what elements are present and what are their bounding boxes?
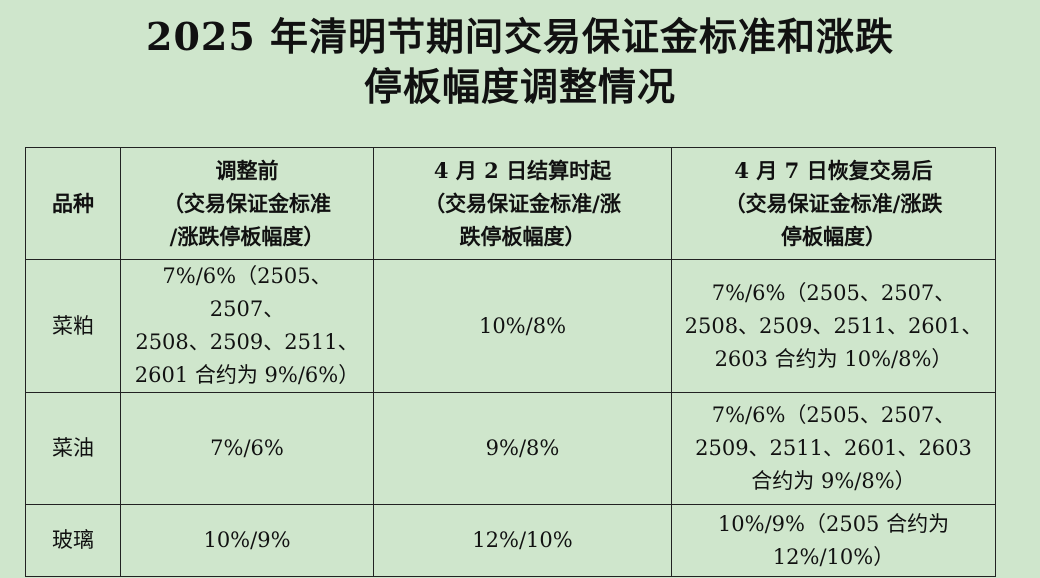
table-row: 菜油 7%/6% 9%/8% 7%/6%（2505、2507、 2509、251… — [25, 392, 996, 505]
header-apr7-label: 4 月 7 日恢复交易后 （交易保证金标准/涨跌 停板幅度） — [724, 158, 943, 249]
cell-apr2: 9%/8% — [373, 392, 672, 505]
before-value: 7%/6%（2505、2507、 2508、2509、2511、 2601 合约… — [134, 264, 360, 387]
apr2-value: 10%/8% — [478, 313, 567, 338]
title-line-1: 2025 年清明节期间交易保证金标准和涨跌 — [146, 14, 894, 59]
header-apr7: 4 月 7 日恢复交易后 （交易保证金标准/涨跌 停板幅度） — [671, 147, 996, 260]
cell-apr7: 7%/6%（2505、2507、 2508、2509、2511、2601、 26… — [671, 259, 996, 393]
header-apr2: 4 月 2 日结算时起 （交易保证金标准/涨 跌停板幅度） — [373, 147, 672, 260]
cell-variety: 玻璃 — [25, 504, 121, 577]
before-value: 10%/9% — [203, 528, 291, 552]
title-line-2: 停板幅度调整情况 — [363, 64, 676, 109]
apr2-value: 9%/8% — [485, 436, 560, 460]
variety-label: 菜粕 — [52, 313, 94, 338]
header-before-label: 调整前 （交易保证金标准 /涨跌停板幅度） — [163, 158, 331, 249]
cell-before: 10%/9% — [120, 504, 374, 577]
table-header-row: 品种 调整前 （交易保证金标准 /涨跌停板幅度） 4 月 2 日结算时起 （交易… — [25, 147, 996, 260]
cell-before: 7%/6% — [120, 392, 374, 505]
apr7-value: 10%/9%（2505 合约为 12%/10%） — [717, 511, 950, 569]
before-value: 7%/6% — [210, 436, 284, 460]
header-apr2-label: 4 月 2 日结算时起 （交易保证金标准/涨 跌停板幅度） — [424, 158, 621, 249]
table-row: 玻璃 10%/9% 12%/10% 10%/9%（2505 合约为 12%/10… — [25, 504, 996, 577]
cell-variety: 菜油 — [25, 392, 121, 505]
cell-apr2: 12%/10% — [373, 504, 672, 577]
apr7-value: 7%/6%（2505、2507、 2508、2509、2511、2601、 26… — [684, 280, 983, 371]
apr7-value: 7%/6%（2505、2507、 2509、2511、2601、2603 合约为… — [695, 403, 972, 493]
header-variety-label: 品种 — [52, 191, 94, 216]
adjustment-table: 品种 调整前 （交易保证金标准 /涨跌停板幅度） 4 月 2 日结算时起 （交易… — [25, 147, 996, 577]
cell-before: 7%/6%（2505、2507、 2508、2509、2511、 2601 合约… — [120, 259, 374, 393]
page-title: 2025 年清明节期间交易保证金标准和涨跌 停板幅度调整情况 — [0, 12, 1040, 112]
header-before: 调整前 （交易保证金标准 /涨跌停板幅度） — [120, 147, 374, 260]
cell-variety: 菜粕 — [25, 259, 121, 393]
variety-label: 玻璃 — [52, 528, 94, 552]
cell-apr7: 7%/6%（2505、2507、 2509、2511、2601、2603 合约为… — [671, 392, 996, 505]
table-row: 菜粕 7%/6%（2505、2507、 2508、2509、2511、 2601… — [25, 259, 996, 393]
cell-apr2: 10%/8% — [373, 259, 672, 393]
header-variety: 品种 — [25, 147, 121, 260]
apr2-value: 12%/10% — [472, 528, 573, 552]
cell-apr7: 10%/9%（2505 合约为 12%/10%） — [671, 504, 996, 577]
variety-label: 菜油 — [52, 436, 94, 460]
